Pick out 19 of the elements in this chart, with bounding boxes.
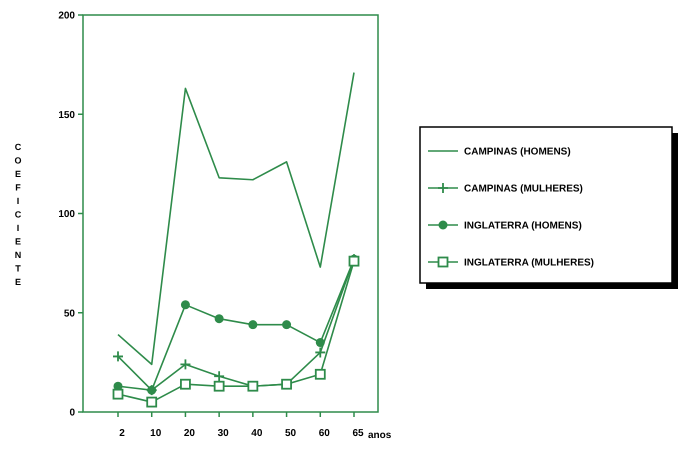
x-tick-label: 10	[150, 428, 162, 439]
legend-label: CAMPINAS (MULHERES)	[464, 184, 583, 194]
y-tick-label: 150	[58, 110, 76, 121]
x-tick-label: 60	[318, 428, 330, 439]
x-axis-title: anos	[368, 430, 392, 441]
x-tick-label: 65	[352, 428, 364, 439]
y-tick-label: 0	[69, 408, 76, 418]
legend-label: CAMPINAS (HOMENS)	[464, 146, 571, 158]
legend-label: INGLATERRA (HOMENS)	[464, 220, 582, 232]
x-tick-label: 30	[218, 428, 230, 439]
x-tick-label: 40	[251, 428, 263, 439]
text: COEFICIENTE	[14, 142, 22, 287]
legend-label: INGLATERRA (MULHERES)	[464, 258, 594, 268]
y-tick-label: 50	[64, 308, 76, 320]
y-tick-label: 100	[58, 209, 76, 220]
x-tick-label: 50	[285, 428, 297, 439]
x-tick-label: 2	[119, 428, 126, 439]
x-tick-label: 20	[184, 428, 196, 439]
y-tick-label: 200	[58, 10, 76, 22]
